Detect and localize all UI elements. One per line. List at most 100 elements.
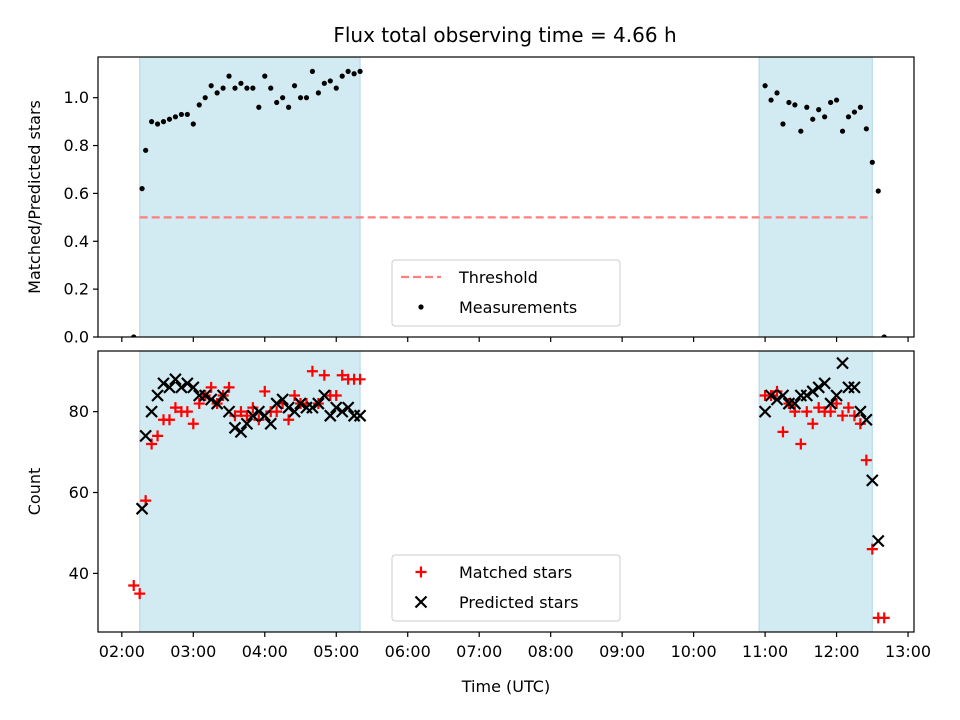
matched-star-point — [842, 402, 854, 414]
measurement-point — [303, 95, 310, 101]
predicted-star-point — [312, 397, 325, 410]
y-axis-label: Count — [25, 468, 44, 516]
predicted-star-point — [139, 429, 152, 443]
matched-star-point — [771, 385, 783, 397]
measurement-point — [232, 85, 238, 91]
measurement-point — [845, 114, 852, 120]
measurement-point — [857, 104, 863, 110]
predicted-star-point — [181, 377, 194, 390]
y-tick-label: 0.4 — [64, 232, 89, 251]
predicted-star-point — [788, 397, 802, 410]
x-axis-label: Time (UTC) — [461, 677, 550, 696]
measurement-point — [172, 114, 179, 120]
measurement-point — [250, 85, 256, 91]
matched-star-point — [807, 418, 819, 430]
matched-star-point — [777, 426, 789, 438]
measurement-point — [196, 102, 202, 108]
predicted-star-point — [240, 417, 254, 431]
predicted-star-point — [329, 401, 343, 414]
measurement-point — [166, 116, 173, 122]
predicted-star-point — [871, 534, 885, 548]
measurement-point — [238, 80, 244, 86]
measurement-point — [178, 111, 184, 118]
x-tick-label: 05:00 — [313, 642, 359, 661]
x-tick-label: 08:00 — [528, 642, 574, 661]
observing-interval-band — [758, 56, 873, 338]
x-tick-label: 13:00 — [885, 642, 931, 661]
measurement-point — [268, 85, 274, 91]
matched-star-point — [795, 438, 807, 450]
matched-star-point — [415, 566, 427, 578]
measurement-point — [208, 83, 214, 89]
measurement-point — [149, 119, 155, 125]
legend: Threshold Measurements — [391, 259, 621, 327]
matched-star-point — [306, 365, 318, 377]
matched-star-point — [837, 410, 849, 422]
measurement-point — [357, 68, 363, 74]
predicted-star-point — [246, 409, 260, 422]
predicted-star-point — [866, 474, 879, 487]
matched-star-point — [163, 414, 175, 426]
measurement-point — [339, 73, 345, 79]
matched-star-point — [831, 398, 843, 410]
measurement-point — [262, 73, 268, 79]
matched-star-point — [259, 385, 271, 397]
matched-star-point — [152, 430, 164, 442]
predicted-star-point — [812, 381, 825, 394]
x-tick-label: 10:00 — [671, 642, 717, 661]
matched-star-point — [271, 406, 283, 418]
y-tick-label: 0.8 — [64, 136, 89, 155]
predicted-star-point — [234, 425, 248, 439]
y-tick-label: 0.6 — [64, 184, 89, 203]
legend-label: Measurements — [459, 298, 577, 317]
y-tick-label: 0.2 — [64, 280, 89, 299]
matched-star-point — [878, 612, 890, 624]
measurement-point — [280, 95, 286, 101]
predicted-star-point — [276, 393, 289, 406]
predicted-star-point — [294, 397, 307, 410]
matched-star-point — [235, 406, 247, 418]
predicted-star-point — [758, 405, 772, 418]
predicted-star-point — [824, 397, 837, 410]
predicted-star-point — [800, 389, 814, 402]
predicted-star-point — [288, 405, 301, 418]
observing-interval-band — [139, 56, 361, 338]
predicted-star-point — [145, 405, 158, 418]
measurement-point — [291, 83, 298, 89]
measurement-point — [154, 121, 161, 127]
x-tick-label: 02:00 — [99, 642, 145, 661]
measurement-point — [774, 90, 780, 96]
legend-label: Threshold — [458, 268, 538, 287]
measurement-point — [798, 128, 804, 134]
predicted-star-point — [252, 405, 266, 418]
measurement-point — [274, 99, 280, 106]
y-tick-label: 0.0 — [64, 328, 89, 347]
measurement-point — [220, 85, 226, 91]
measurement-point — [315, 90, 321, 96]
matched-star-point — [247, 402, 259, 414]
measurement-point — [285, 104, 292, 110]
predicted-star-point — [270, 397, 283, 410]
measurement-point — [143, 147, 149, 153]
legend-label: Predicted stars — [459, 593, 579, 612]
measurement-point — [881, 334, 887, 337]
matched-star-point — [187, 418, 199, 430]
measurement-point — [833, 97, 840, 103]
predicted-star-point — [135, 502, 149, 515]
measurement-point — [869, 159, 875, 165]
measurement-point — [418, 304, 424, 310]
measurement-point — [810, 116, 816, 122]
predicted-star-point — [187, 381, 200, 394]
axes-frame — [97, 56, 915, 338]
predicted-star-point — [353, 409, 367, 422]
predicted-star-point — [836, 356, 849, 370]
legend-box — [391, 259, 621, 327]
predicted-star-point — [414, 595, 428, 609]
measurement-point — [190, 121, 196, 127]
matched-star-point — [813, 402, 825, 414]
y-tick-label: 80 — [69, 402, 89, 421]
predicted-star-point — [324, 409, 337, 422]
y-tick-label: 60 — [69, 483, 89, 502]
matched-star-point — [354, 373, 366, 385]
